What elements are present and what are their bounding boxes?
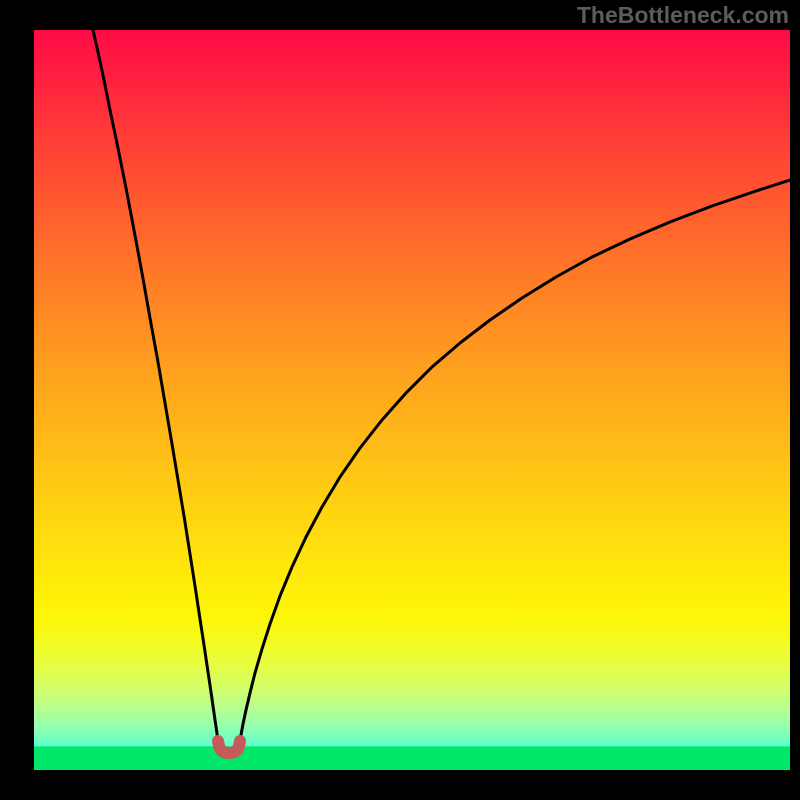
bottleneck-curve-right [240, 180, 790, 741]
bottleneck-curve-dip [218, 741, 240, 753]
figure-root: TheBottleneck.com [0, 0, 800, 800]
bottom-green-band [34, 746, 790, 770]
watermark-text: TheBottleneck.com [577, 2, 789, 29]
curves-layer [34, 30, 790, 770]
bottleneck-curve-left [93, 30, 218, 741]
plot-area [34, 30, 790, 770]
